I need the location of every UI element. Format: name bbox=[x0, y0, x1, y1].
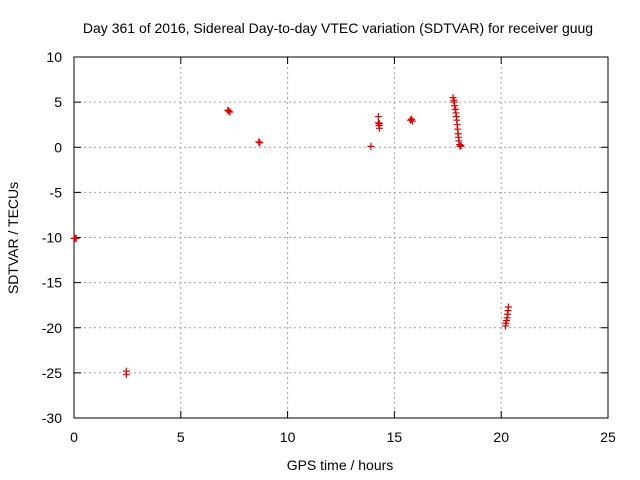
data-point bbox=[451, 105, 459, 113]
data-point bbox=[256, 139, 264, 147]
data-points bbox=[70, 94, 512, 379]
data-point bbox=[457, 141, 465, 149]
data-point bbox=[504, 303, 512, 311]
y-tick-label: -20 bbox=[42, 320, 62, 336]
data-point bbox=[367, 142, 375, 150]
data-point bbox=[409, 117, 417, 125]
data-point bbox=[455, 137, 463, 145]
y-tick-label: -5 bbox=[50, 184, 63, 200]
y-axis-label: SDTVAR / TECUs bbox=[5, 182, 21, 294]
data-point bbox=[255, 138, 263, 146]
data-point bbox=[456, 141, 464, 149]
y-tick-label: -25 bbox=[42, 365, 62, 381]
x-tick-label: 25 bbox=[600, 429, 616, 445]
data-point bbox=[374, 113, 382, 121]
x-tick-label: 0 bbox=[70, 429, 78, 445]
data-point bbox=[226, 108, 234, 116]
y-tick-label: -10 bbox=[42, 230, 62, 246]
chart-title: Day 361 of 2016, Sidereal Day-to-day VTE… bbox=[83, 20, 593, 36]
grid-lines bbox=[74, 57, 608, 418]
x-tick-label: 15 bbox=[387, 429, 403, 445]
y-tick-label: -15 bbox=[42, 275, 62, 291]
data-point bbox=[407, 115, 415, 123]
y-tick-label: -30 bbox=[42, 410, 62, 426]
axis-ticks bbox=[73, 56, 609, 419]
x-tick-label: 20 bbox=[493, 429, 509, 445]
x-axis-label: GPS time / hours bbox=[287, 457, 394, 473]
y-tick-label: 10 bbox=[46, 49, 62, 65]
data-point bbox=[122, 371, 130, 379]
x-tick-label: 5 bbox=[177, 429, 185, 445]
data-point bbox=[451, 102, 459, 110]
x-tick-label: 10 bbox=[280, 429, 296, 445]
data-point bbox=[375, 120, 383, 128]
x-tick-labels: 0 5 10 15 20 25 bbox=[70, 429, 616, 445]
y-tick-label: 0 bbox=[54, 139, 62, 155]
y-tick-labels: -30 -25 -20 -15 -10 -5 0 5 10 bbox=[42, 49, 62, 426]
data-point bbox=[456, 142, 464, 150]
data-point bbox=[72, 234, 80, 242]
data-point bbox=[225, 107, 233, 115]
y-tick-label: 5 bbox=[54, 94, 62, 110]
